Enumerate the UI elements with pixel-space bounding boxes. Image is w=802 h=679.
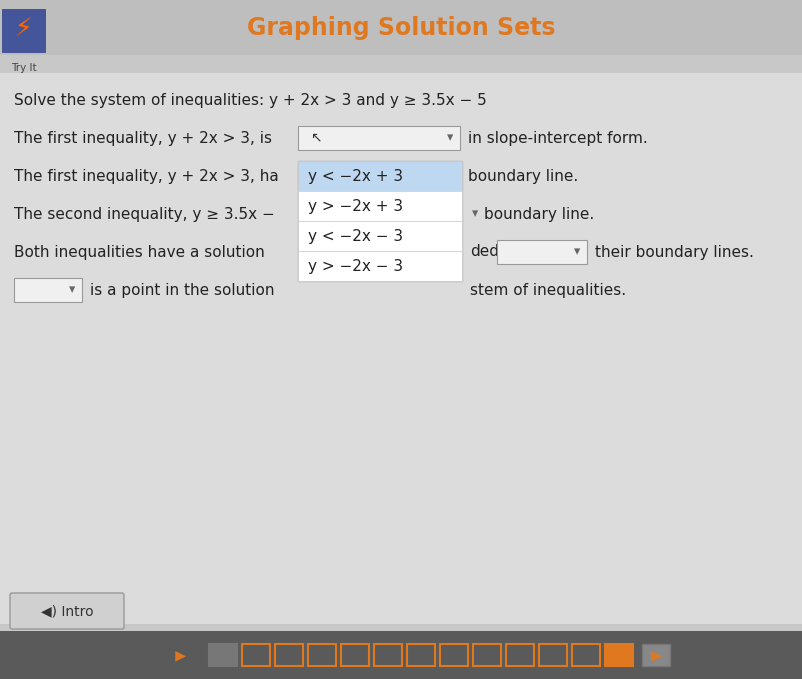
Bar [0,0,802,55]
Bar [506,644,534,666]
Text: The first inequality, y + 2x > 3, ha: The first inequality, y + 2x > 3, ha [14,168,279,183]
Text: is a point in the solution: is a point in the solution [90,282,274,297]
Bar [605,644,633,666]
Bar [374,644,402,666]
Text: ▲: ▲ [174,650,188,660]
Text: ▾: ▾ [447,132,453,145]
Bar [298,251,462,281]
Bar [209,644,237,666]
Text: The second inequality, y ≥ 3.5x −: The second inequality, y ≥ 3.5x − [14,206,275,221]
Text: boundary line.: boundary line. [484,206,594,221]
Bar [298,164,460,188]
Text: in slope-intercept form.: in slope-intercept form. [468,130,648,145]
Text: Both inequalities have a solution: Both inequalities have a solution [14,244,265,259]
Text: y > −2x − 3: y > −2x − 3 [308,259,403,274]
Bar [572,644,600,666]
Text: y > −2x + 3: y > −2x + 3 [308,198,403,213]
Bar [0,631,802,679]
Bar [298,126,460,150]
Bar [497,240,587,264]
Bar [440,644,468,666]
Text: ded: ded [470,244,499,259]
Bar [298,161,462,191]
FancyBboxPatch shape [10,593,124,629]
Bar [242,644,270,666]
Bar [0,73,802,624]
Bar [298,191,462,221]
Bar [473,644,501,666]
Bar [407,644,435,666]
Text: stem of inequalities.: stem of inequalities. [470,282,626,297]
Bar [341,644,369,666]
Text: ▾: ▾ [574,246,580,259]
Bar [539,644,567,666]
Text: ▾: ▾ [69,284,75,297]
Bar [14,278,82,302]
Text: boundary line.: boundary line. [468,168,578,183]
Text: ◀) Intro: ◀) Intro [41,604,93,618]
Text: ↖: ↖ [310,130,322,144]
Text: ⚡: ⚡ [15,17,33,41]
Text: their boundary lines.: their boundary lines. [595,244,754,259]
Bar [2,9,46,53]
Text: y < −2x − 3: y < −2x − 3 [308,229,403,244]
Text: y < −2x + 3: y < −2x + 3 [308,168,403,183]
Bar [275,644,303,666]
Text: Solve the system of inequalities: y + 2x > 3 and y ≥ 3.5x − 5: Solve the system of inequalities: y + 2x… [14,94,487,109]
Text: Try It: Try It [11,63,37,73]
Text: ▾: ▾ [472,208,478,221]
Text: Graphing Solution Sets: Graphing Solution Sets [247,16,555,39]
Text: The first inequality, y + 2x > 3, is: The first inequality, y + 2x > 3, is [14,130,272,145]
Bar [298,221,462,251]
Bar [642,644,670,666]
Bar [308,644,336,666]
Bar [298,161,462,281]
Text: ▶: ▶ [650,648,662,662]
